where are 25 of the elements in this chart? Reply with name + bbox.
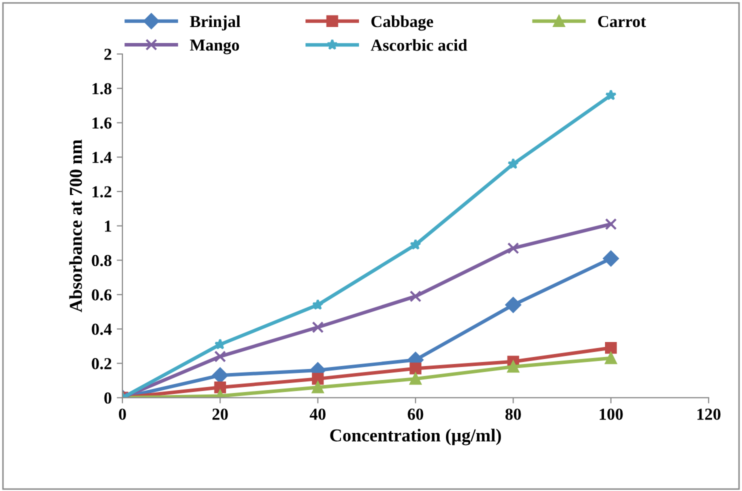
y-tick-label: 0.4 xyxy=(92,324,112,335)
x-tick-label: 60 xyxy=(408,408,424,420)
x-axis-title: Concentration (µg/ml) xyxy=(330,428,501,446)
x-tick-label: 40 xyxy=(310,408,326,420)
y-axis-title: Absorbance at 700 nm xyxy=(69,140,82,312)
x-tick-label: 20 xyxy=(212,408,228,420)
y-tick-label: 0.6 xyxy=(92,289,112,301)
y-tick-label: 0.2 xyxy=(92,358,112,370)
x-tick-label: 80 xyxy=(505,408,521,420)
legend-label: Brinjal xyxy=(190,15,240,31)
y-tick-label: 0 xyxy=(104,392,112,404)
y-tick-label: 1 xyxy=(105,220,112,232)
x-tick-label: 100 xyxy=(600,408,623,420)
legend-label: Mango xyxy=(190,40,240,54)
x-tick-label: 120 xyxy=(697,408,720,420)
y-tick-label: 1.6 xyxy=(92,117,112,129)
y-tick-label: 2 xyxy=(104,48,112,60)
legend-label: Carrot xyxy=(598,16,646,28)
y-tick-label: 1.4 xyxy=(92,152,112,164)
legend-label: Ascorbic acid xyxy=(370,39,468,51)
y-tick-label: 0.8 xyxy=(92,254,112,266)
legend-label: Cabbage xyxy=(371,15,434,31)
x-tick-label: 0 xyxy=(118,408,126,420)
y-tick-label: 1.2 xyxy=(92,186,112,198)
y-tick-label: 1.8 xyxy=(92,83,112,94)
